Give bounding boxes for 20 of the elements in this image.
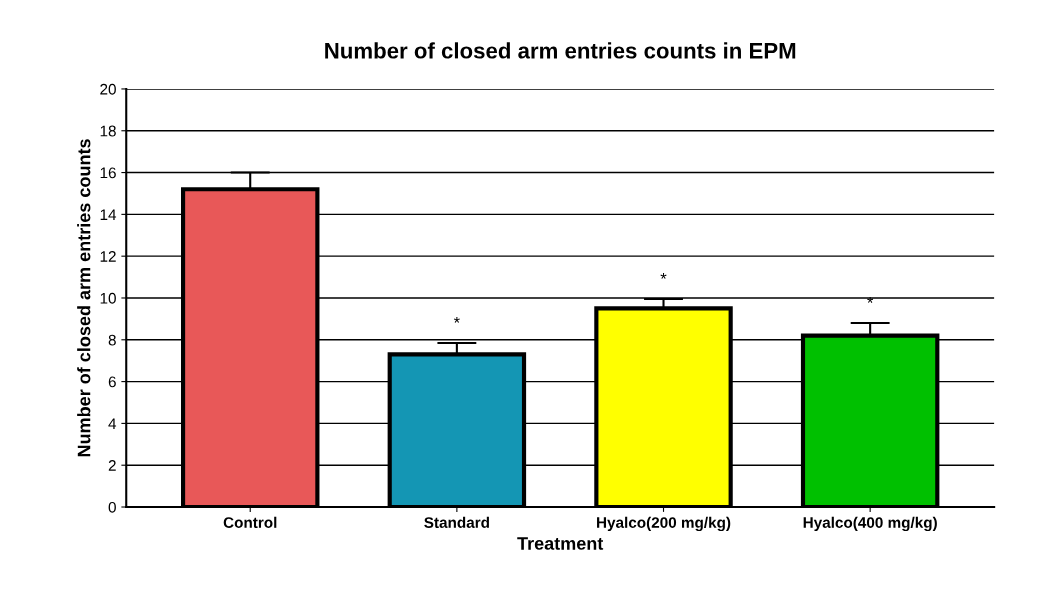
y-tick-label: 10 bbox=[100, 292, 116, 304]
y-tick-label: 8 bbox=[108, 334, 116, 346]
x-tick-label: Hyalco(200 mg/kg) bbox=[597, 516, 731, 532]
annotation: * bbox=[453, 316, 460, 323]
y-tick-label: 18 bbox=[100, 125, 116, 137]
x-tick-label: Standard bbox=[424, 516, 489, 528]
x-tick-label: Hyalco(400 mg/kg) bbox=[803, 516, 937, 532]
y-axis-title: Number of closed arm entries counts bbox=[77, 139, 91, 457]
y-tick-label: 6 bbox=[108, 376, 116, 388]
y-tick-label: 16 bbox=[100, 167, 116, 179]
x-tick-label: Control bbox=[223, 516, 277, 528]
x-axis-title: Treatment bbox=[517, 537, 604, 550]
chart-title: Number of closed arm entries counts in EPM bbox=[325, 42, 796, 59]
y-tick-label: 4 bbox=[108, 418, 117, 429]
y-tick-label: 12 bbox=[100, 251, 116, 262]
y-tick-label: 0 bbox=[108, 501, 116, 513]
annotation: * bbox=[660, 272, 667, 279]
y-tick-label: 14 bbox=[100, 209, 117, 220]
y-tick-label: 2 bbox=[108, 460, 116, 471]
y-tick-label: 20 bbox=[100, 83, 116, 95]
